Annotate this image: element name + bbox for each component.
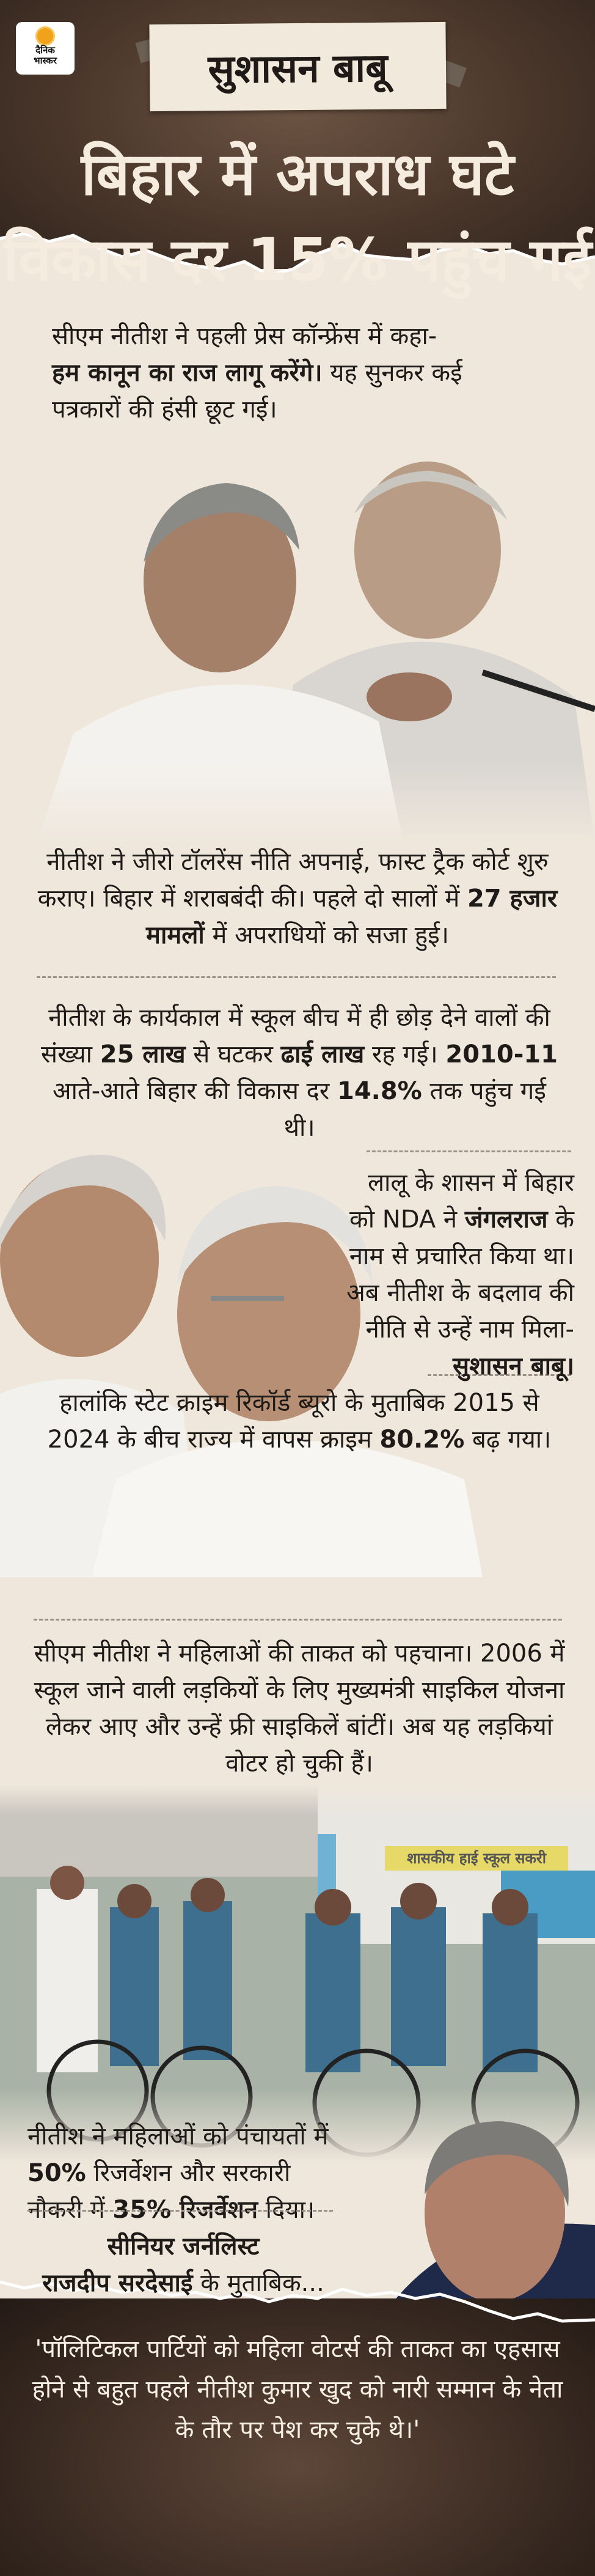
torn-paper-edge-top — [0, 232, 595, 281]
dashed-divider — [428, 1374, 571, 1376]
logo-text-1: दैनिक — [35, 45, 55, 56]
dashed-divider — [37, 976, 556, 978]
text: लालू के शासन में बिहार को NDA ने — [349, 1169, 574, 1234]
headline-line-1: बिहार में अपराध घटे — [81, 140, 514, 208]
text: यह सुनकर कई पत्रकारों की हंसी छूट गई। — [52, 359, 462, 424]
text: हालांकि स्टेट क्राइम रिकॉर्ड ब्यूरो के म… — [47, 1389, 539, 1454]
nitish-press-conference-photo — [0, 440, 595, 844]
text: नीतीश ने महिलाओं को पंचायतों में — [27, 2122, 329, 2151]
school-cycle-distribution-photo — [0, 1785, 595, 2164]
text: नीतीश के कार्यकाल में स्कूल बीच में ही छ… — [41, 1004, 550, 1069]
text: के मुताबिक... — [192, 2269, 324, 2297]
text: सीएम नीतीश ने पहली प्रेस कॉन्फ्रेंस में … — [52, 322, 437, 350]
bold-text: सीनियर जर्नलिस्ट — [107, 2232, 260, 2261]
text: नीतीश ने जीरो टॉलरेंस नीति अपनाई, फास्ट … — [37, 848, 549, 913]
text: रिजर्वेशन और सरकारी नौकरी में — [27, 2159, 291, 2224]
text: आते-आते बिहार की विकास दर — [53, 1077, 337, 1105]
bold-text: 25 लाख — [100, 1040, 186, 1069]
bold-text: 27 हजार मामलों — [146, 885, 558, 949]
text: में अपराधियों को सजा हुई। — [204, 921, 449, 949]
school-sign-text: शासकीय हाई स्कूल सकरी — [385, 1846, 568, 1871]
bold-text: 50% — [27, 2159, 86, 2187]
dashed-divider — [34, 1619, 562, 1621]
text: रह गई। — [364, 1040, 446, 1069]
text: के नाम से प्रचारित किया था। अब नीतीश के … — [346, 1205, 574, 1344]
bold-text: 2010-11 — [445, 1040, 558, 1069]
bold-text: सुशासन बाबू। — [453, 1352, 574, 1380]
dainik-bhaskar-logo: दैनिक भास्कर — [16, 22, 75, 75]
logo-text-2: भास्कर — [34, 55, 57, 66]
nitish-lalu-photo — [0, 1155, 483, 1577]
torn-paper-edge-bottom — [0, 2280, 595, 2323]
cycle-scheme-paragraph: सीएम नीतीश ने महिलाओं की ताकत को पहचाना।… — [31, 1635, 568, 1782]
intro-paragraph: सीएम नीतीश ने पहली प्रेस कॉन्फ्रेंस में … — [52, 318, 516, 428]
text: से घटकर — [185, 1040, 281, 1069]
dashed-divider — [367, 1150, 571, 1152]
zero-tolerance-paragraph: नीतीश ने जीरो टॉलरेंस नीति अपनाई, फास्ट … — [24, 844, 571, 954]
reservation-paragraph: नीतीश ने महिलाओं को पंचायतों में 50% रिज… — [27, 2118, 345, 2228]
bold-text: 14.8% — [337, 1077, 422, 1105]
journalist-quote: 'पॉलिटिकल पार्टियों को महिला वोटर्स की त… — [32, 2335, 563, 2444]
bold-text: 80.2% — [379, 1426, 465, 1454]
bold-text: हम कानून का राज लागू करेंगे। — [52, 359, 323, 387]
headline: बिहार में अपराध घटे विकास दर 15% पहुंच ग… — [0, 131, 595, 303]
text: बढ़ गया। — [464, 1426, 552, 1454]
headline-line-2: विकास दर 15% पहुंच गई — [3, 226, 592, 294]
quote-banner — [0, 2298, 595, 2576]
sun-icon — [37, 28, 53, 44]
crime-statistics-paragraph: हालांकि स्टेट क्राइम रिकॉर्ड ब्यूरो के म… — [37, 1385, 562, 1458]
section-tag: सुशासन बाबू — [149, 21, 447, 112]
school-dropout-paragraph: नीतीश के कार्यकाल में स्कूल बीच में ही छ… — [37, 999, 562, 1146]
dashed-divider — [27, 2210, 333, 2212]
text: तक पहुंच गई थी। — [283, 1077, 546, 1142]
bold-text: जंगलराज — [464, 1205, 548, 1234]
journalist-attribution: सीनियर जर्नलिस्ट राजदीप सरदेसाई के मुताब… — [24, 2228, 342, 2302]
text: सीएम नीतीश ने महिलाओं की ताकत को पहचाना।… — [34, 1639, 565, 1778]
bold-text: राजदीप सरदेसाई — [42, 2269, 193, 2297]
bold-text: ढाई लाख — [280, 1040, 365, 1069]
jungle-raj-paragraph: लालू के शासन में बिहार को NDA ने जंगलराज… — [342, 1165, 574, 1385]
